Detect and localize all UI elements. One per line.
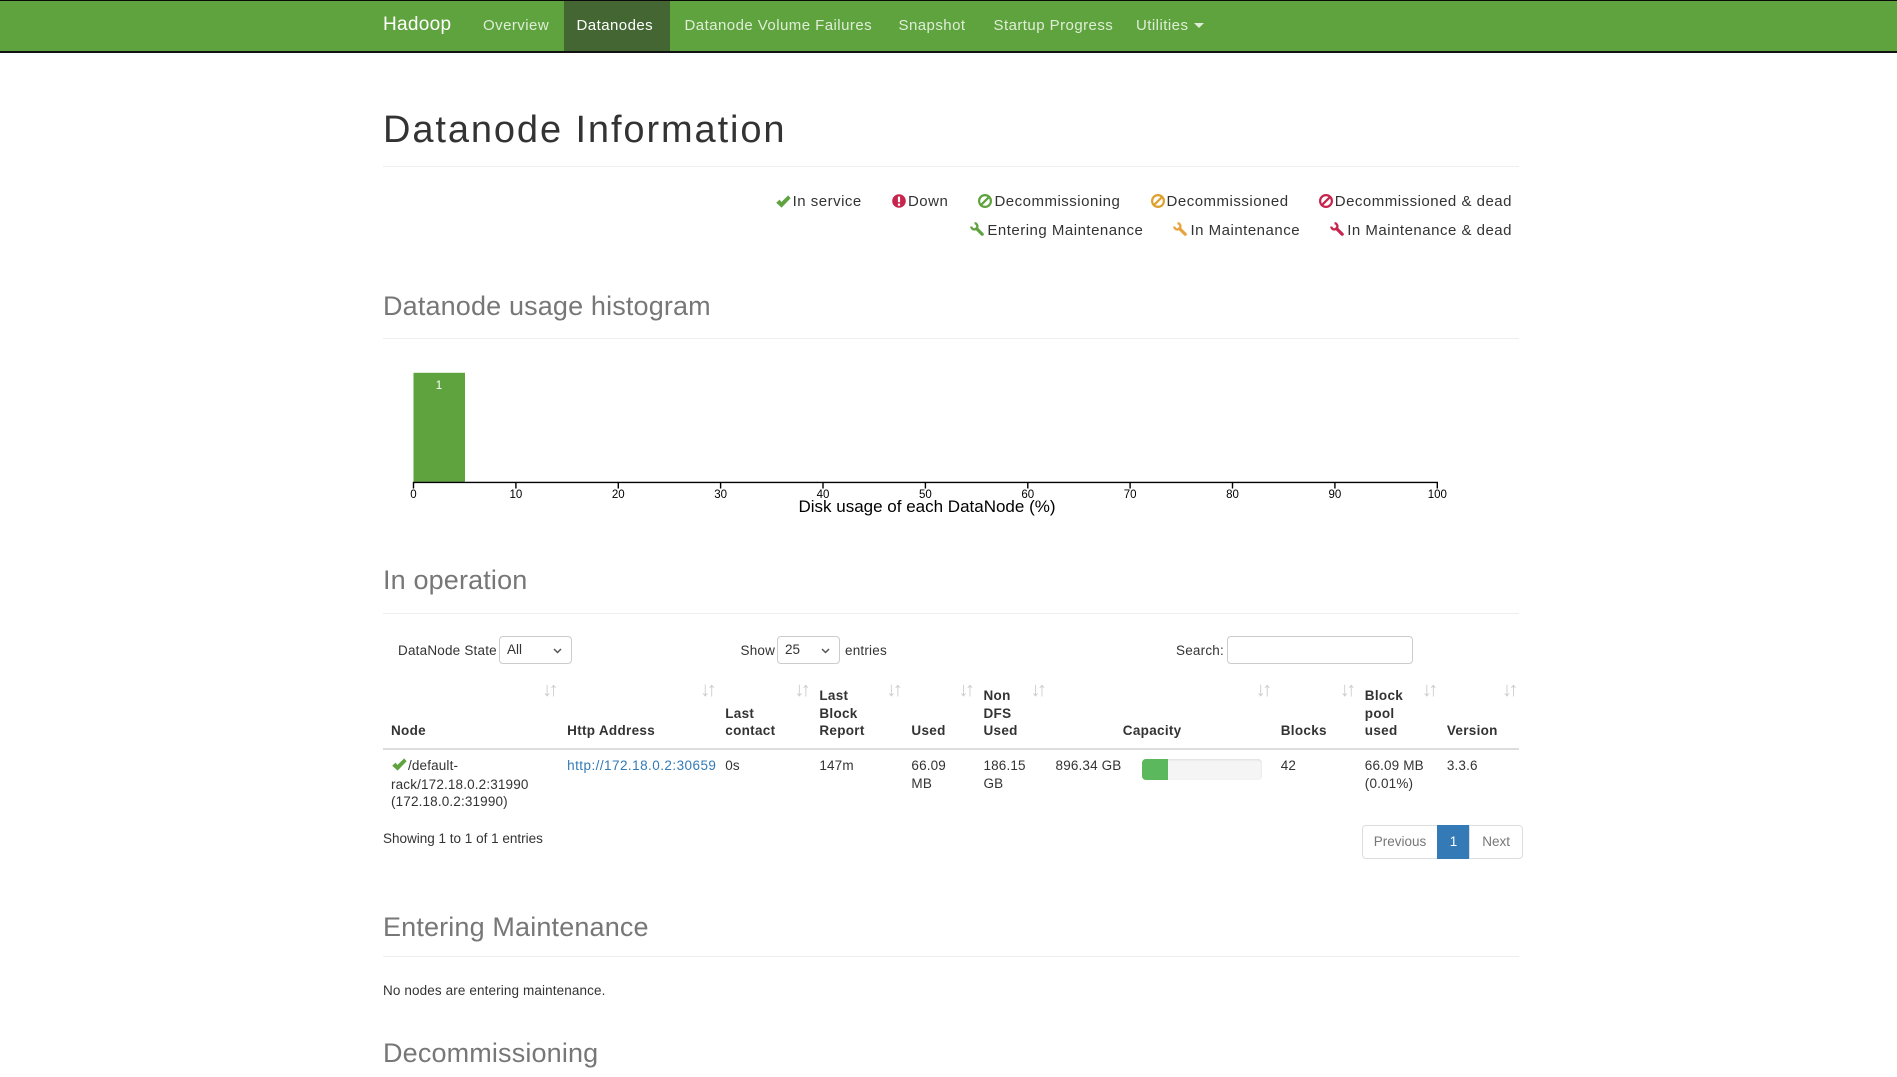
svg-text:80: 80 — [1226, 489, 1239, 501]
svg-text:10: 10 — [510, 489, 523, 501]
svg-text:1: 1 — [436, 380, 442, 392]
svg-text:20: 20 — [612, 489, 625, 501]
svg-text:0: 0 — [410, 489, 416, 501]
svg-text:50: 50 — [919, 489, 932, 501]
svg-text:100: 100 — [1428, 489, 1447, 501]
svg-text:70: 70 — [1124, 489, 1137, 501]
svg-text:60: 60 — [1021, 489, 1034, 501]
svg-text:Disk usage of each DataNode (%: Disk usage of each DataNode (%) — [798, 497, 1055, 516]
svg-text:40: 40 — [817, 489, 830, 501]
svg-text:30: 30 — [714, 489, 727, 501]
svg-text:90: 90 — [1329, 489, 1342, 501]
